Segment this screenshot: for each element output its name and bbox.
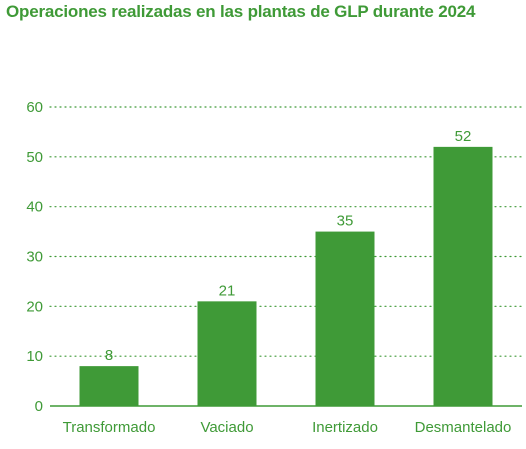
data-label-inertizado: 35 bbox=[337, 213, 354, 230]
category-label-desmantelado: Desmantelado bbox=[415, 419, 512, 436]
bar-desmantelado bbox=[433, 146, 493, 406]
x-axis-category-labels: Transformado Vaciado Inertizado Desmantelad… bbox=[63, 419, 512, 436]
y-tick-label-60: 60 bbox=[26, 99, 43, 116]
y-tick-label-20: 20 bbox=[26, 298, 43, 315]
y-tick-label-0: 0 bbox=[35, 398, 43, 415]
y-tick-label-50: 50 bbox=[26, 149, 43, 166]
y-tick-label-10: 10 bbox=[26, 348, 43, 365]
bar-transformado bbox=[79, 366, 139, 406]
data-labels: 8 21 35 52 bbox=[105, 128, 472, 364]
category-label-vaciado: Vaciado bbox=[200, 419, 253, 436]
chart-title: Operaciones realizadas en las plantas de… bbox=[6, 2, 476, 21]
y-tick-label-30: 30 bbox=[26, 249, 43, 266]
bar-vaciado bbox=[197, 301, 257, 406]
y-axis-tick-labels: 0 10 20 30 40 50 60 bbox=[26, 99, 43, 415]
gridlines bbox=[49, 106, 523, 357]
category-label-transformado: Transformado bbox=[63, 419, 156, 436]
bars bbox=[79, 146, 493, 406]
category-label-inertizado: Inertizado bbox=[312, 419, 378, 436]
data-label-vaciado: 21 bbox=[219, 282, 236, 299]
y-tick-label-40: 40 bbox=[26, 199, 43, 216]
data-label-desmantelado: 52 bbox=[455, 128, 472, 145]
data-label-transformado: 8 bbox=[105, 347, 113, 364]
bar-inertizado bbox=[315, 231, 375, 406]
